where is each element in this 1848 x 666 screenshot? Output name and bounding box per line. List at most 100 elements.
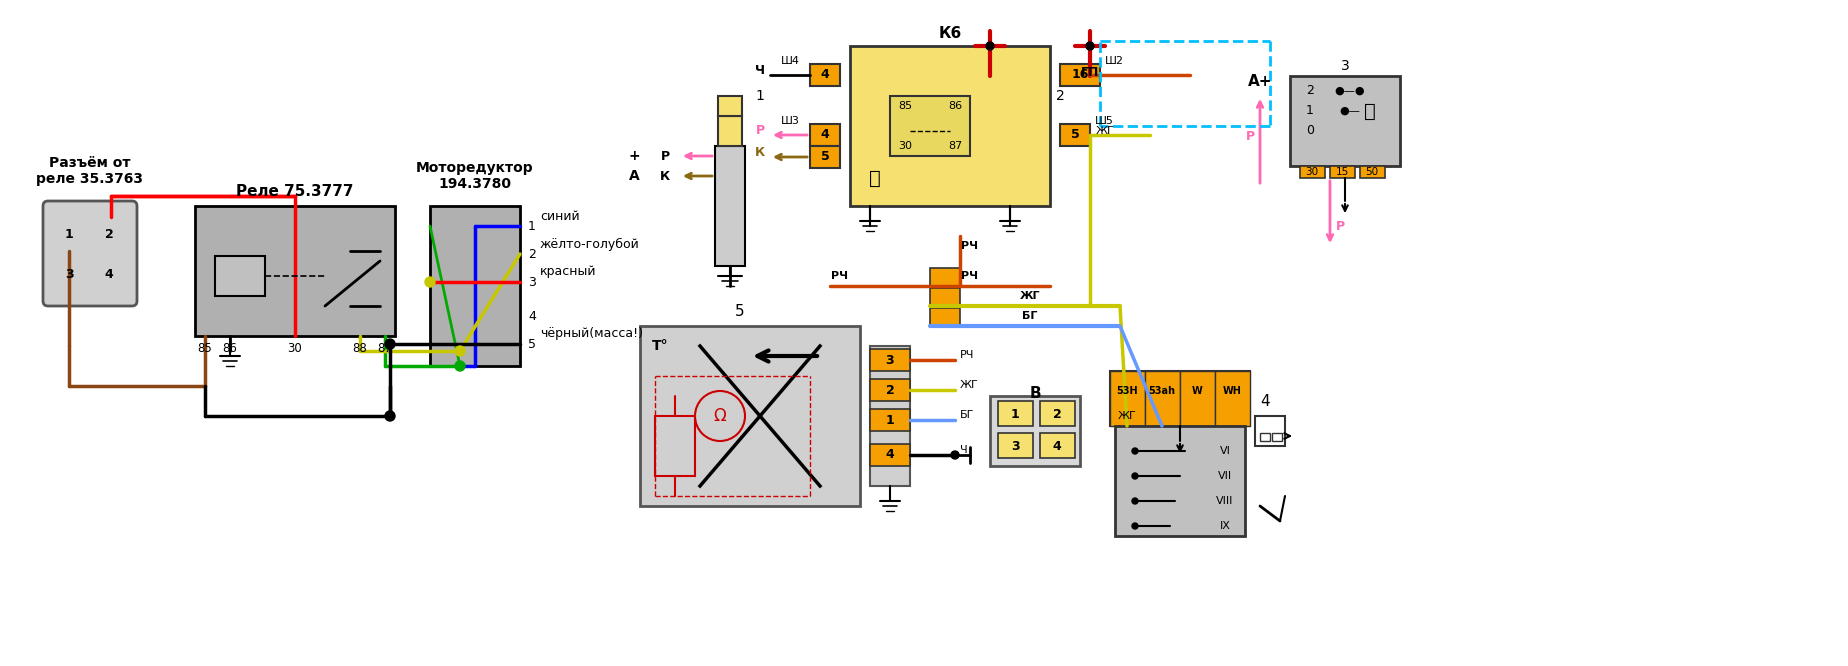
Bar	[1111, 371, 1249, 426]
Text: 87: 87	[948, 141, 963, 151]
Text: Ш2: Ш2	[1105, 56, 1124, 66]
Text: 86: 86	[222, 342, 237, 354]
Bar	[1114, 426, 1246, 536]
Text: 2: 2	[1055, 89, 1064, 103]
Text: 🔑: 🔑	[1364, 101, 1377, 121]
Bar	[1260, 433, 1270, 441]
Text: 5: 5	[1070, 129, 1079, 141]
Text: Р: Р	[1246, 129, 1255, 143]
Text: 3: 3	[65, 268, 74, 280]
Text: К6: К6	[939, 27, 961, 41]
Text: 1: 1	[885, 414, 894, 426]
Circle shape	[384, 339, 395, 349]
Text: 2: 2	[885, 384, 894, 396]
Text: ⚿: ⚿	[869, 168, 881, 188]
Text: Р: Р	[662, 149, 671, 163]
Text: красный: красный	[540, 266, 597, 278]
Text: WH: WH	[1223, 386, 1242, 396]
Bar	[870, 379, 909, 401]
Text: ЖГ: ЖГ	[1020, 291, 1040, 301]
Text: VII: VII	[1218, 471, 1233, 481]
Text: +: +	[628, 149, 639, 163]
Text: 1: 1	[529, 220, 536, 232]
Text: 85: 85	[198, 342, 213, 354]
Text: РЧ: РЧ	[961, 241, 978, 251]
Text: VI: VI	[1220, 446, 1231, 456]
Text: VIII: VIII	[1216, 496, 1234, 506]
Bar	[809, 64, 841, 86]
Circle shape	[455, 361, 466, 371]
Bar	[639, 326, 859, 506]
Text: 4: 4	[885, 448, 894, 462]
Bar	[52, 217, 87, 251]
Text: 4: 4	[821, 129, 830, 141]
Bar	[1271, 433, 1283, 441]
Text: В: В	[1029, 386, 1040, 402]
Bar	[1360, 166, 1384, 178]
Bar	[1146, 371, 1181, 426]
Circle shape	[1133, 448, 1138, 454]
Circle shape	[384, 411, 395, 421]
Text: ГП: ГП	[1081, 65, 1100, 79]
Text: Ш5: Ш5	[1096, 116, 1114, 126]
Text: 1: 1	[1307, 105, 1314, 117]
Text: Ш4: Ш4	[782, 56, 800, 66]
Bar	[1111, 371, 1146, 426]
Text: Ш3: Ш3	[782, 116, 800, 126]
Bar	[1061, 64, 1100, 86]
Bar	[870, 444, 909, 466]
Text: А: А	[630, 169, 639, 183]
Text: 1: 1	[1011, 408, 1020, 420]
Text: БГ: БГ	[959, 410, 974, 420]
Bar	[930, 288, 959, 306]
Bar	[715, 146, 745, 266]
Bar	[809, 146, 841, 168]
Bar	[1181, 371, 1214, 426]
Text: 15: 15	[1336, 167, 1349, 177]
Text: 1: 1	[65, 228, 74, 240]
Text: Ω: Ω	[713, 407, 726, 425]
Bar	[1040, 433, 1076, 458]
Text: 2: 2	[529, 248, 536, 260]
Text: Реле 75.3777: Реле 75.3777	[237, 184, 353, 198]
Bar	[870, 346, 909, 486]
Text: Ч: Ч	[756, 65, 765, 77]
Circle shape	[987, 42, 994, 50]
Bar	[92, 257, 126, 291]
Text: T°: T°	[652, 339, 669, 353]
Text: 53ah: 53ah	[1148, 386, 1175, 396]
Text: РЧ: РЧ	[961, 271, 978, 281]
Bar	[1040, 401, 1076, 426]
Circle shape	[425, 277, 434, 287]
Bar	[998, 401, 1033, 426]
Text: 4: 4	[1053, 440, 1061, 452]
Bar	[214, 256, 264, 296]
Bar	[1331, 166, 1355, 178]
Text: 0: 0	[1307, 125, 1314, 137]
Bar	[1214, 371, 1249, 426]
Text: Моторедуктор
194.3780: Моторедуктор 194.3780	[416, 161, 534, 191]
Text: 4: 4	[105, 268, 113, 280]
Text: Р: Р	[1336, 220, 1345, 232]
Bar	[809, 124, 841, 146]
Bar	[1061, 124, 1090, 146]
Text: К: К	[660, 170, 671, 182]
Bar	[52, 257, 87, 291]
Text: синий: синий	[540, 210, 580, 222]
Text: жёлто-голубой: жёлто-голубой	[540, 238, 639, 250]
Text: 2: 2	[105, 228, 113, 240]
Text: IX: IX	[1220, 521, 1231, 531]
Circle shape	[1133, 498, 1138, 504]
Text: 5: 5	[821, 151, 830, 163]
Text: W: W	[1192, 386, 1203, 396]
Bar	[850, 46, 1050, 206]
Bar	[719, 116, 743, 146]
Bar	[870, 409, 909, 431]
Text: 50: 50	[1366, 167, 1379, 177]
Text: РЧ: РЧ	[959, 350, 974, 360]
Text: 16: 16	[1072, 69, 1088, 81]
Circle shape	[1133, 473, 1138, 479]
Bar	[930, 308, 959, 326]
Bar	[991, 396, 1079, 466]
Bar	[719, 96, 743, 116]
